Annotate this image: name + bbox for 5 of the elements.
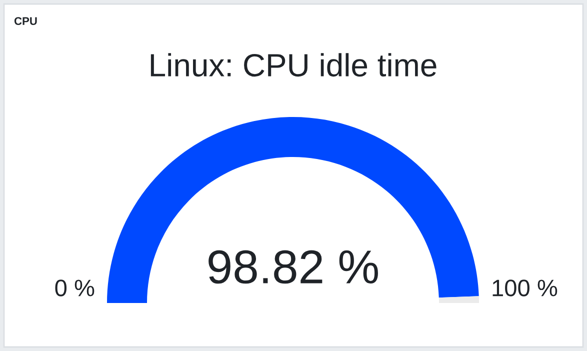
chart-subtitle: Linux: CPU idle time (150, 53, 436, 77)
data-label: 98.82 % (208, 250, 378, 284)
text: 100 % (492, 280, 558, 296)
text: 0 % (55, 280, 94, 296)
chart-title: CPU (14, 17, 37, 25)
